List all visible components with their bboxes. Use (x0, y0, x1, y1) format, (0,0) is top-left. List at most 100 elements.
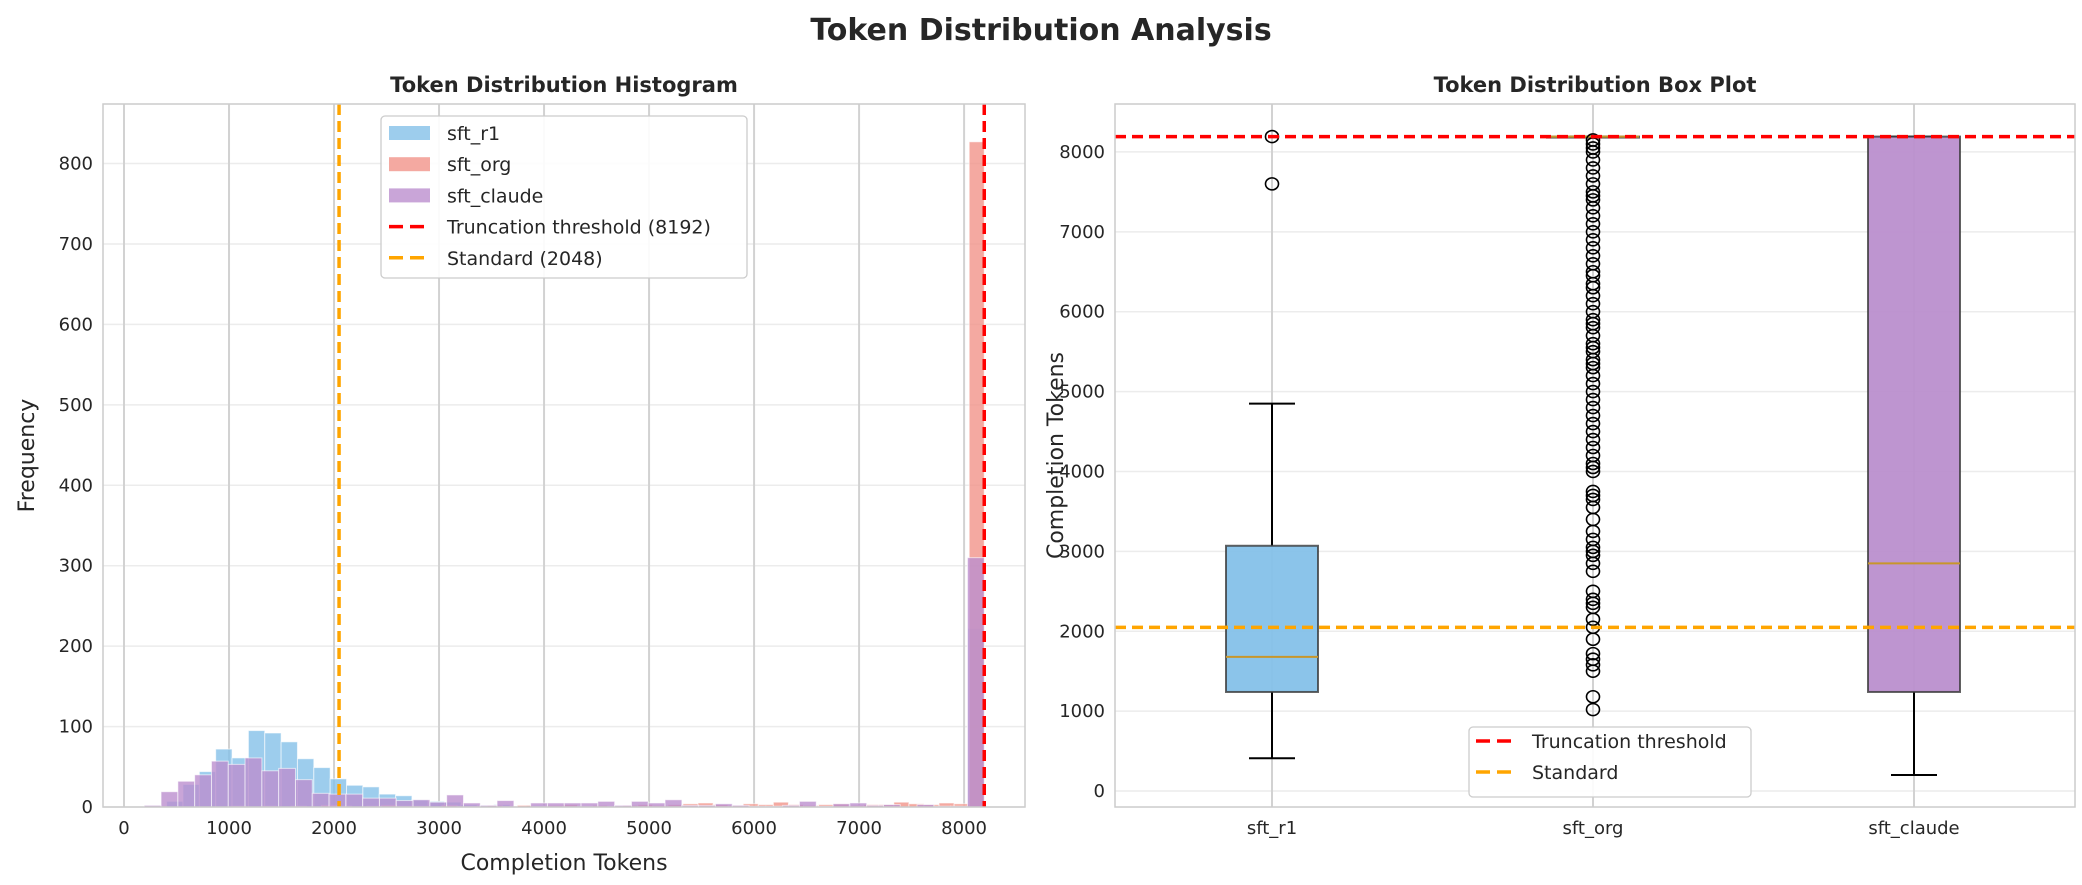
outlier-point (1585, 169, 1601, 183)
y-tick-label: 0 (82, 797, 93, 818)
x-tick-label: 0 (118, 818, 129, 839)
legend-patch (389, 126, 430, 140)
y-tick-label: 1000 (1059, 701, 1105, 722)
y-tick-label: 7000 (1059, 222, 1105, 243)
y-tick-label: 6000 (1059, 302, 1105, 323)
x-axis-label: Completion Tokens (460, 851, 667, 876)
outlier-point (1585, 658, 1601, 672)
outlier-point (1585, 540, 1601, 555)
subplot-title: Token Distribution Histogram (390, 73, 738, 97)
outlier-point (1585, 264, 1601, 279)
y-axis-label: Completion Tokens (1044, 352, 1069, 559)
outlier-point (1585, 532, 1601, 547)
outlier-point (1585, 240, 1601, 255)
outlier-point (1585, 141, 1601, 155)
legend-label: sft_org (447, 154, 511, 176)
outlier-point (1585, 484, 1601, 499)
legend-patch (389, 157, 430, 172)
outlier-point (1585, 217, 1601, 231)
figure-title: Token Distribution Analysis (810, 13, 1271, 48)
x-tick-label: sft_org (1563, 818, 1624, 839)
x-tick-label: sft_claude (1868, 818, 1959, 839)
legend-label: Truncation threshold (1531, 731, 1727, 753)
outlier-point (1585, 416, 1601, 431)
x-tick-label: 4000 (521, 818, 567, 839)
histogram-bar-sft_claude (395, 800, 414, 808)
outlier-point (1585, 360, 1601, 375)
outlier-point (1585, 312, 1601, 327)
y-tick-label: 400 (59, 475, 93, 496)
y-tick-label: 600 (59, 314, 93, 335)
outlier-point (1585, 564, 1601, 579)
histogram-bar-sft_claude (378, 797, 397, 808)
outlier-point (1585, 456, 1601, 471)
histogram-bar-sft_claude (261, 770, 280, 808)
outlier-point (1585, 424, 1601, 439)
outlier-point (1585, 689, 1601, 704)
legend-frame (1468, 726, 1752, 798)
histogram-bar-sft_claude (278, 767, 296, 808)
outlier-point (1585, 177, 1601, 191)
y-tick-label: 3000 (1059, 541, 1105, 562)
outlier-point (1585, 548, 1601, 563)
outlier-point (1585, 464, 1601, 479)
histogram-bar-sft_claude (244, 757, 263, 808)
outlier-point (1585, 448, 1601, 463)
y-tick-label: 300 (59, 556, 93, 577)
y-tick-label: 200 (59, 636, 93, 657)
outlier-point (1585, 376, 1601, 391)
x-tick-label: sft_r1 (1247, 818, 1297, 839)
outlier-point (1585, 592, 1601, 607)
outlier-point (1585, 225, 1601, 239)
outlier-point (1585, 248, 1601, 263)
histogram-bar-sft_claude (177, 780, 196, 808)
histogram-bar-sft_claude (311, 792, 330, 808)
outlier-point (1585, 488, 1601, 503)
box-sft_claude (1867, 135, 1961, 693)
histogram-bar-sft_claude (160, 791, 179, 808)
x-tick-label: 8000 (941, 818, 987, 839)
x-tick-label: 2000 (311, 818, 357, 839)
outlier-point (1585, 432, 1601, 447)
y-tick-label: 4000 (1059, 461, 1105, 482)
histogram-bar-sft_claude (798, 800, 817, 808)
x-tick-label: 6000 (731, 818, 777, 839)
outlier-point (1585, 256, 1601, 271)
histogram-bar-sft_claude (446, 794, 464, 808)
outlier-point (1585, 304, 1601, 319)
outlier-point (1585, 492, 1601, 507)
outlier-point (1585, 584, 1601, 599)
outlier-point (1585, 646, 1601, 661)
outlier-point (1585, 161, 1601, 175)
y-axis-label: Frequency (15, 399, 40, 513)
x-tick-label: 1000 (206, 818, 252, 839)
y-tick-label: 800 (59, 154, 93, 175)
axes-frame (102, 103, 1026, 808)
outlier-point (1585, 185, 1601, 199)
histogram-bar-sft_claude (630, 800, 649, 808)
y-tick-label: 500 (59, 395, 93, 416)
outlier-point (1585, 193, 1601, 207)
outlier-point (1585, 296, 1601, 311)
outlier-point (1585, 320, 1601, 335)
outlier-point (1264, 177, 1280, 191)
outlier-point (1585, 600, 1601, 615)
legend-frame (380, 115, 748, 279)
y-tick-label: 2000 (1059, 621, 1105, 642)
legend-patch (389, 188, 430, 203)
axes-frame (1114, 103, 2076, 808)
box-sft_r1 (1225, 544, 1319, 693)
y-tick-label: 0 (1094, 781, 1105, 802)
x-tick-label: 3000 (416, 818, 462, 839)
legend: Truncation threshold Standard (1468, 726, 1752, 798)
outlier-point (1585, 384, 1601, 399)
histogram-bar-sft_claude (597, 800, 616, 808)
y-tick-label: 100 (59, 717, 93, 738)
outlier-point (1585, 652, 1601, 667)
legend-label: Truncation threshold (8192) (446, 217, 711, 239)
legend-label: Standard (1532, 762, 1618, 784)
y-tick-label: 8000 (1059, 142, 1105, 163)
histogram-bar-sft_claude (412, 799, 431, 808)
y-tick-label: 5000 (1059, 382, 1105, 403)
